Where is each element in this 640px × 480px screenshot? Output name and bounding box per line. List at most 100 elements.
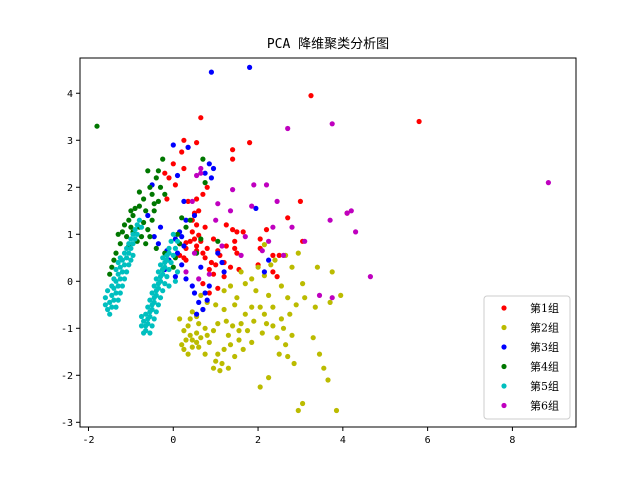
legend-marker-group-1 bbox=[501, 305, 507, 311]
data-point-group-2 bbox=[238, 269, 244, 275]
data-point-group-1 bbox=[230, 156, 236, 162]
data-point-group-5 bbox=[138, 323, 145, 329]
data-point-group-4 bbox=[141, 219, 147, 226]
data-point-group-5 bbox=[149, 323, 155, 329]
data-point-group-2 bbox=[270, 323, 276, 329]
x-axis: -2 0 2 4 6 8 bbox=[82, 427, 515, 446]
data-point-group-2 bbox=[177, 316, 183, 322]
data-point-group-3 bbox=[219, 259, 225, 266]
data-point-group-2 bbox=[263, 321, 270, 327]
data-point-group-3 bbox=[181, 198, 187, 204]
data-point-group-5 bbox=[170, 252, 176, 258]
data-point-group-4 bbox=[124, 234, 130, 240]
data-point-group-2 bbox=[266, 375, 272, 381]
data-point-group-2 bbox=[240, 346, 246, 352]
data-point-group-4 bbox=[136, 203, 142, 209]
data-point-group-5 bbox=[160, 271, 166, 277]
data-point-group-4 bbox=[157, 184, 164, 190]
legend-marker-group-3 bbox=[501, 344, 507, 350]
data-point-group-2 bbox=[249, 276, 255, 282]
data-point-group-1 bbox=[170, 161, 176, 167]
data-point-group-3 bbox=[174, 172, 181, 179]
data-point-group-1 bbox=[164, 196, 170, 202]
data-point-group-1 bbox=[257, 236, 263, 242]
data-point-group-2 bbox=[244, 328, 251, 334]
data-point-group-5 bbox=[109, 283, 115, 289]
data-point-group-6 bbox=[367, 274, 373, 280]
data-point-group-3 bbox=[253, 205, 259, 211]
data-point-group-1 bbox=[227, 264, 234, 270]
data-point-group-4 bbox=[151, 201, 157, 207]
data-point-group-2 bbox=[293, 302, 299, 308]
data-point-group-2 bbox=[194, 330, 200, 336]
data-point-group-4 bbox=[141, 196, 147, 202]
data-point-group-5 bbox=[113, 290, 119, 296]
data-point-group-4 bbox=[117, 241, 123, 247]
data-point-group-4 bbox=[109, 264, 115, 270]
data-point-group-1 bbox=[206, 266, 212, 273]
data-point-group-6 bbox=[198, 170, 204, 176]
data-point-group-6 bbox=[545, 180, 552, 186]
chart-title: PCA 降维聚类分析图 bbox=[267, 37, 389, 52]
data-point-group-4 bbox=[145, 168, 151, 174]
data-point-group-2 bbox=[187, 332, 193, 338]
data-point-group-5 bbox=[107, 299, 113, 305]
data-point-group-1 bbox=[181, 165, 187, 172]
data-point-group-1 bbox=[200, 250, 206, 256]
data-point-group-6 bbox=[194, 172, 200, 179]
data-point-group-2 bbox=[285, 353, 291, 360]
data-point-group-4 bbox=[149, 191, 155, 197]
data-point-group-5 bbox=[155, 269, 161, 275]
data-point-group-5 bbox=[160, 288, 166, 294]
data-point-group-4 bbox=[115, 231, 121, 237]
data-point-group-5 bbox=[170, 231, 176, 237]
data-point-group-5 bbox=[147, 330, 153, 336]
data-point-group-5 bbox=[166, 266, 172, 273]
data-point-group-6 bbox=[183, 269, 189, 275]
legend-marker-group-4 bbox=[501, 363, 507, 370]
data-point-group-5 bbox=[126, 262, 132, 268]
data-point-group-4 bbox=[130, 212, 136, 219]
data-point-group-5 bbox=[174, 238, 181, 244]
data-point-group-5 bbox=[115, 283, 121, 289]
data-point-group-2 bbox=[274, 335, 280, 341]
data-point-group-5 bbox=[134, 222, 140, 228]
data-point-group-2 bbox=[249, 304, 255, 310]
data-point-group-5 bbox=[151, 299, 157, 305]
data-point-group-6 bbox=[285, 125, 291, 132]
data-point-group-2 bbox=[312, 304, 318, 310]
data-point-group-2 bbox=[251, 318, 257, 324]
data-point-group-6 bbox=[348, 208, 354, 214]
data-point-group-1 bbox=[297, 198, 303, 204]
data-point-group-6 bbox=[353, 229, 359, 235]
data-point-group-2 bbox=[249, 339, 255, 345]
data-point-group-5 bbox=[105, 306, 111, 313]
data-point-group-1 bbox=[230, 227, 236, 233]
data-point-group-1 bbox=[285, 215, 291, 221]
data-point-group-1 bbox=[274, 274, 280, 280]
data-point-group-2 bbox=[213, 302, 219, 308]
data-point-group-5 bbox=[102, 302, 108, 308]
data-point-group-2 bbox=[210, 365, 217, 371]
data-point-group-2 bbox=[204, 332, 210, 338]
data-point-group-5 bbox=[117, 290, 123, 296]
data-point-group-5 bbox=[172, 245, 178, 251]
data-point-group-1 bbox=[215, 285, 221, 291]
data-point-group-2 bbox=[283, 342, 289, 348]
data-point-group-3 bbox=[208, 175, 214, 181]
data-point-group-1 bbox=[191, 236, 198, 242]
data-point-group-5 bbox=[157, 295, 164, 301]
legend-label-group-5: 第5组 bbox=[530, 379, 559, 393]
data-point-group-3 bbox=[181, 243, 187, 249]
data-point-group-2 bbox=[183, 337, 189, 343]
data-point-group-3 bbox=[202, 170, 208, 176]
y-tick-label: -2 bbox=[61, 371, 73, 382]
data-point-group-2 bbox=[236, 328, 242, 334]
data-point-group-2 bbox=[266, 292, 272, 298]
data-point-group-6 bbox=[329, 295, 335, 301]
data-point-group-1 bbox=[194, 243, 200, 249]
y-tick-label: -3 bbox=[61, 418, 73, 429]
data-point-group-2 bbox=[295, 407, 301, 414]
data-point-group-5 bbox=[126, 241, 132, 247]
